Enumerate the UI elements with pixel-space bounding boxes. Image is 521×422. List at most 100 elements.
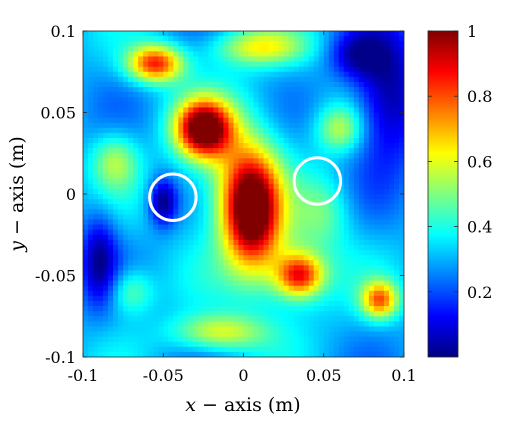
heatmap-cell [323, 153, 330, 159]
heatmap-cell [218, 137, 225, 144]
heatmap-cell [343, 41, 350, 47]
heatmap-cell [138, 214, 144, 221]
heatmap-cell [373, 132, 380, 139]
heatmap-cell [313, 148, 320, 154]
heatmap-cell [223, 285, 230, 292]
heatmap-cell [218, 336, 225, 343]
heatmap-cell [223, 295, 230, 302]
heatmap-cell [118, 153, 124, 159]
heatmap-cell [368, 255, 375, 261]
heatmap-cell [298, 148, 305, 154]
heatmap-cell [398, 300, 404, 307]
heatmap-cell [178, 66, 184, 73]
heatmap-cell [203, 290, 209, 297]
heatmap-cell [328, 209, 335, 215]
heatmap-cell [373, 285, 380, 292]
heatmap-cell [398, 148, 404, 154]
heatmap-cell [123, 76, 129, 83]
heatmap-cell [378, 163, 385, 170]
heatmap-cell [398, 260, 404, 266]
heatmap-cell [128, 56, 134, 63]
heatmap-cell [193, 46, 199, 52]
heatmap-cell [203, 46, 209, 52]
heatmap-cell [153, 255, 159, 261]
heatmap-cell [203, 306, 209, 312]
heatmap-cell [313, 326, 320, 333]
heatmap-cell [153, 81, 159, 88]
heatmap-cell [298, 234, 305, 241]
heatmap-cell [148, 311, 154, 317]
heatmap-cell [388, 173, 395, 180]
heatmap-cell [298, 117, 305, 124]
heatmap-cell [263, 122, 270, 129]
heatmap-cell [333, 153, 340, 159]
heatmap-cell [208, 214, 215, 221]
heatmap-cell [233, 153, 240, 159]
heatmap-cell [258, 224, 265, 231]
heatmap-cell [198, 229, 204, 236]
heatmap-cell [168, 336, 174, 343]
heatmap-cell [208, 41, 215, 47]
heatmap-cell [188, 173, 194, 180]
heatmap-cell [363, 280, 370, 287]
heatmap-cell [378, 81, 385, 88]
heatmap-cell [353, 107, 360, 114]
heatmap-cell [368, 209, 375, 215]
heatmap-cell [388, 204, 395, 210]
heatmap-cell [228, 112, 235, 119]
heatmap-cell [153, 188, 159, 195]
heatmap-cell [338, 306, 345, 312]
heatmap-cell [288, 260, 295, 266]
heatmap-cell [143, 346, 149, 353]
heatmap-cell [178, 127, 184, 134]
heatmap-cell [143, 275, 149, 282]
heatmap-cell [108, 61, 114, 68]
heatmap-cell [128, 81, 134, 88]
heatmap-cell [323, 31, 330, 37]
heatmap-cell [243, 102, 250, 108]
heatmap-cell [243, 295, 250, 302]
heatmap-cell [273, 127, 280, 134]
heatmap-cell [118, 56, 124, 63]
heatmap-cell [208, 153, 215, 159]
heatmap-cell [83, 132, 89, 139]
heatmap-cell [263, 255, 270, 261]
heatmap-cell [163, 41, 169, 47]
heatmap-cell [373, 311, 380, 317]
heatmap-cell [358, 260, 365, 266]
heatmap-cell [223, 112, 230, 119]
heatmap-cell [338, 229, 345, 236]
heatmap-cell [323, 275, 330, 282]
heatmap-cell [263, 71, 270, 78]
heatmap-cell [103, 311, 109, 317]
heatmap-cell [398, 316, 404, 322]
heatmap-cell [163, 112, 169, 119]
heatmap-cell [158, 341, 164, 348]
heatmap-cell [153, 204, 159, 210]
heatmap-cell [188, 183, 194, 190]
heatmap-cell [158, 326, 164, 333]
heatmap-cell [198, 280, 204, 287]
heatmap-cell [183, 163, 189, 170]
heatmap-cell [333, 51, 340, 58]
heatmap-cell [103, 214, 109, 221]
heatmap-cell [243, 112, 250, 119]
heatmap-cell [228, 168, 235, 175]
heatmap-cell [378, 336, 385, 343]
heatmap-cell [273, 250, 280, 256]
heatmap-cell [138, 244, 144, 251]
heatmap-cell [218, 51, 225, 58]
heatmap-cell [248, 316, 255, 322]
heatmap-cell [163, 117, 169, 124]
heatmap-cell [173, 97, 179, 103]
heatmap-cell [398, 321, 404, 328]
heatmap-cell [358, 188, 365, 195]
heatmap-cell [128, 244, 134, 251]
heatmap-cell [388, 122, 395, 129]
heatmap-cell [298, 163, 305, 170]
heatmap-cell [133, 321, 139, 328]
heatmap-cell [203, 224, 209, 231]
heatmap-cell [103, 300, 109, 307]
heatmap-cell [213, 209, 220, 215]
heatmap-cell [238, 46, 245, 52]
